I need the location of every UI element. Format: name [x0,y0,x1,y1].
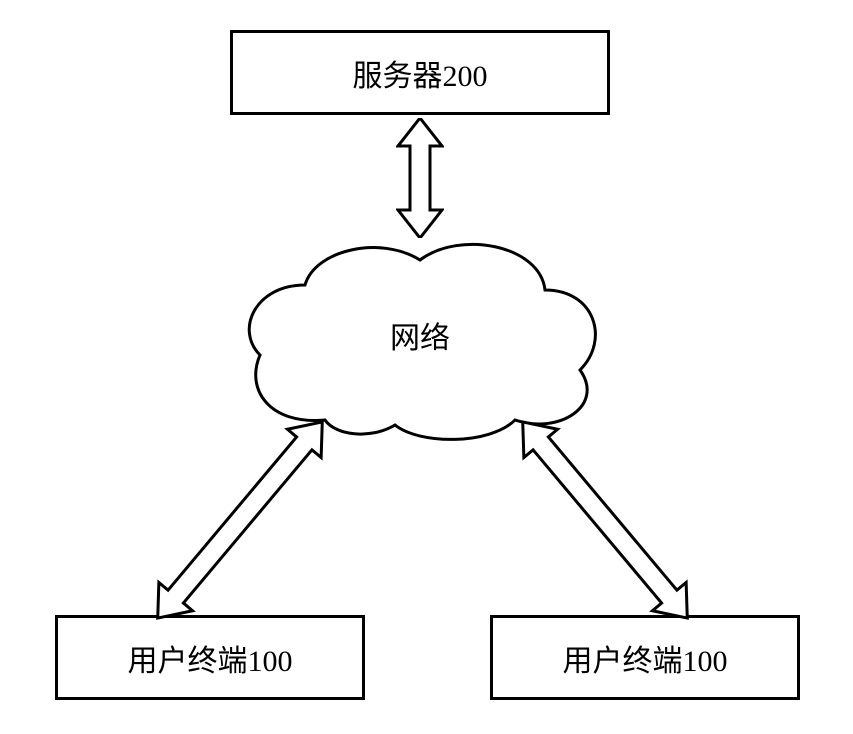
client-left-label: 用户终端100 [128,636,293,680]
diagram-canvas: 服务器200 网络 用户终端100 用户终端100 [0,0,853,734]
arrow-cloud-client-right [485,410,725,630]
arrow-server-cloud [396,118,444,238]
server-label: 服务器200 [353,51,488,95]
server-node: 服务器200 [230,30,610,115]
arrow-cloud-client-left [120,410,360,630]
client-right-label: 用户终端100 [563,636,728,680]
cloud-label: 网络 [390,313,450,357]
